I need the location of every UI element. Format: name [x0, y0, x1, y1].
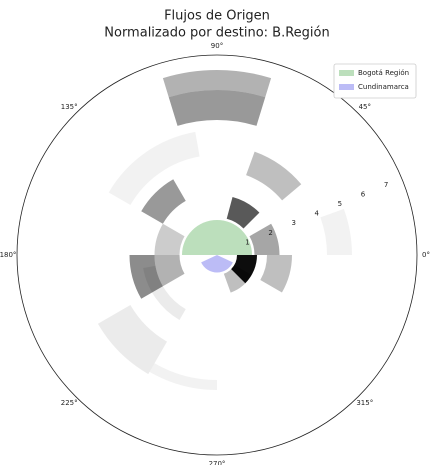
theta-tick-label: 180° [0, 251, 16, 259]
legend-label: Cundinamarca [358, 83, 409, 91]
heat-cell [129, 255, 163, 299]
theta-tick-label: 45° [359, 103, 371, 111]
heat-cell [149, 363, 217, 390]
heat-cell [108, 131, 200, 205]
legend-swatch [339, 70, 354, 76]
r-tick-label: 4 [315, 210, 320, 218]
r-tick-label: 1 [245, 238, 249, 246]
theta-tick-label: 315° [356, 399, 373, 407]
heat-cell [162, 70, 272, 98]
heat-cell [168, 90, 266, 126]
chart-title: Flujos de Origen [164, 9, 270, 24]
heat-cell [246, 151, 302, 201]
legend-box [333, 63, 417, 99]
legend-label: Bogotá Región [358, 69, 409, 77]
theta-tick-label: 225° [61, 399, 78, 407]
theta-tick-label: 90° [211, 42, 223, 50]
heat-cell [260, 255, 292, 293]
r-tick-label: 7 [384, 181, 388, 189]
chart-subtitle: Normalizado por destino: B.Región [104, 26, 329, 41]
r-tick-label: 5 [338, 200, 342, 208]
series-sector [201, 255, 233, 273]
heat-cell [141, 179, 186, 224]
heat-cell [154, 255, 185, 287]
r-tick-label: 3 [291, 219, 295, 227]
heat-cell [143, 265, 186, 320]
theta-tick-label: 270° [209, 460, 226, 465]
r-tick-label: 2 [268, 229, 272, 237]
series-sector [182, 220, 252, 255]
heat-cell [223, 265, 252, 293]
heat-cell [231, 255, 257, 284]
heat-cell [226, 197, 260, 229]
heat-cell [97, 305, 167, 375]
polar-frame [16, 54, 418, 456]
theta-tick-label: 0° [422, 251, 430, 259]
heat-cell [320, 208, 352, 255]
heat-cell [154, 223, 185, 255]
r-tick-label: 6 [361, 191, 366, 199]
heat-cell [249, 223, 280, 255]
legend-swatch [339, 84, 354, 90]
theta-tick-label: 135° [61, 103, 78, 111]
